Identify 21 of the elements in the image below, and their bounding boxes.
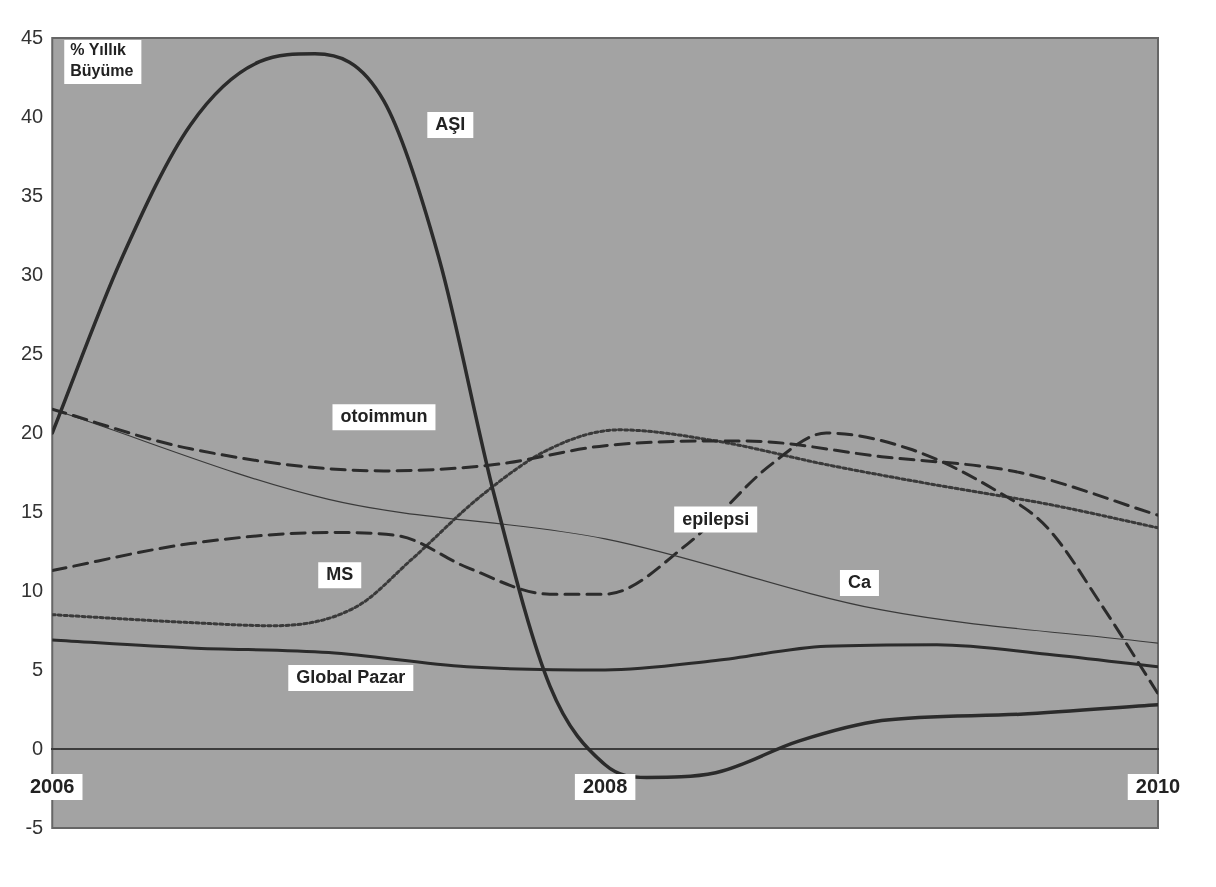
series-label: MS [326,564,354,585]
y-tick-label: 25 [21,341,44,364]
text: otoimmun [340,406,428,427]
series-label: AŞI [435,113,466,134]
y-tick-label: 35 [21,183,44,206]
y-tick-label: 30 [21,262,44,285]
x-tick-label: 2008 [582,774,628,797]
series-label: Ca [847,572,872,593]
y-tick-label: 5 [32,657,44,680]
x-tick-label: 2006 [30,774,75,797]
y-tick-label: 10 [21,578,44,601]
y-tick-label: 15 [21,499,44,522]
y-axis-title: % Yıllık Büyüme [70,41,134,80]
series-label: epilepsi [682,508,750,529]
y-tick-label: 40 [21,104,44,127]
y-tick-label: 45 [21,25,44,48]
y-tick-label: -5 [25,815,44,838]
series-label: Global Pazar [296,666,406,687]
y-tick-label: 0 [32,736,44,759]
y-tick-label: 20 [21,420,44,443]
x-tick-label: 2010 [1135,774,1181,797]
